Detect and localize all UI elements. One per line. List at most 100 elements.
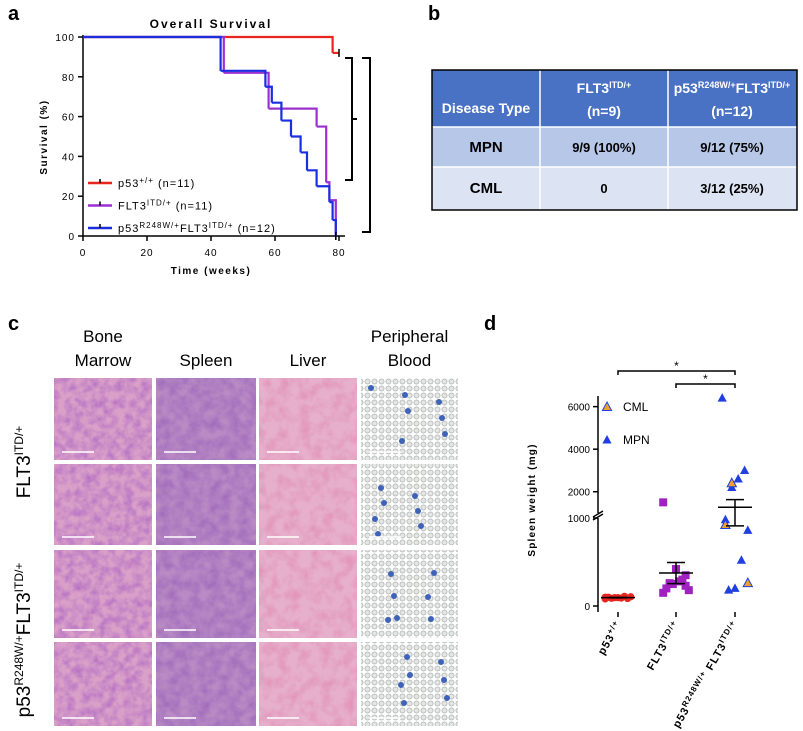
text-run: (n=11): [172, 201, 213, 213]
text-run: FLT3: [14, 455, 35, 498]
text-run: (n=9): [587, 103, 621, 119]
micrograph-texture: [156, 642, 256, 726]
superscript: ITD/+: [12, 563, 26, 593]
superscript: +/+: [605, 618, 620, 635]
text-run: FLT3: [736, 80, 769, 96]
y-tick-label: 40: [62, 152, 75, 163]
blood-cell: [412, 493, 418, 499]
data-point: [602, 435, 612, 444]
significance-bar: [675, 383, 736, 388]
y-tick-label: 6000: [568, 403, 591, 414]
y-tick-label: 80: [62, 73, 75, 84]
panel-label: b: [428, 3, 440, 25]
column-header: Marrow: [75, 351, 132, 370]
table-cell: CML: [470, 180, 503, 197]
superscript: R248W/+: [139, 221, 180, 230]
significance-label: *: [674, 359, 679, 373]
column-header: Spleen: [180, 351, 233, 370]
superscript: ITD/+: [12, 426, 26, 456]
blood-cell: [425, 594, 431, 600]
column-header: Bone: [83, 327, 123, 346]
x-tick-label: FLT3ITD/+: [643, 618, 683, 672]
y-tick-label: 1000: [568, 514, 591, 525]
blood-cell: [415, 508, 421, 514]
blood-cell: [431, 570, 437, 576]
blood-cell: [375, 531, 381, 537]
text-run: FLT3: [702, 641, 729, 676]
blood-cell: [391, 593, 397, 599]
y-axis-label: Survival (%): [39, 99, 50, 174]
micrograph-texture: [259, 642, 357, 726]
x-tick-label: 20: [140, 248, 153, 259]
survival-step: [329, 201, 334, 221]
micrograph: [361, 550, 458, 638]
blood-cell: [385, 617, 391, 623]
micrograph-texture: [156, 378, 256, 460]
survival-step: [316, 125, 328, 183]
micrograph-texture: [54, 464, 152, 545]
x-axis-label: Time (weeks): [171, 266, 252, 277]
legend-label: FLT3ITD/+ (n=11): [118, 198, 213, 213]
superscript: ITD/+: [147, 198, 172, 207]
y-axis-label: Spleen weight (mg): [527, 443, 538, 556]
table-cell: MPN: [469, 139, 502, 156]
text-run: (n=11): [154, 178, 195, 190]
panel-label: a: [8, 3, 20, 25]
data-point: [678, 575, 687, 584]
header-row: [432, 70, 797, 127]
micrograph-texture: [156, 464, 256, 545]
survival-step: [316, 185, 331, 203]
table-cell: 9/12 (75%): [700, 140, 764, 155]
survival-step: [223, 71, 270, 109]
survival-step: [83, 35, 225, 73]
blood-cell: [438, 659, 444, 665]
survival-step: [307, 169, 318, 187]
blood-cell: [444, 695, 450, 701]
data-point: [717, 393, 727, 402]
data-point: [659, 588, 668, 597]
survival-step: [300, 151, 309, 171]
blood-cell: [401, 700, 407, 706]
histology-grid: [54, 378, 458, 726]
header-cell: (n=12): [711, 103, 753, 119]
table-cell: 9/9 (100%): [572, 140, 636, 155]
survival-step: [332, 218, 337, 236]
text-run: FLT3: [180, 223, 209, 235]
table-border: [431, 69, 798, 211]
blood-cell: [442, 431, 448, 437]
row: [432, 127, 797, 167]
table-cell: 3/12 (25%): [700, 181, 764, 196]
survival-step: [220, 69, 267, 87]
micrograph-texture: [54, 642, 152, 726]
y-tick-label: 60: [62, 113, 75, 124]
blood-cell: [394, 615, 400, 621]
superscript: ITD/+: [209, 221, 234, 230]
data-point: [730, 583, 740, 592]
blood-cell: [404, 654, 410, 660]
table-cell: 0: [600, 181, 607, 196]
data-point: [742, 577, 754, 588]
text-run: FLT3: [645, 641, 670, 673]
chart-title: Overall Survival: [150, 17, 273, 31]
x-tick-label: p53R248W/+ FLT3ITD/+: [669, 618, 742, 730]
data-point: [740, 465, 750, 474]
text-run: FLT3: [118, 201, 147, 213]
blood-cell: [398, 682, 404, 688]
error-bar: [667, 561, 685, 585]
header-cell: Disease Type: [442, 100, 531, 116]
header-cell: p53R248W/+FLT3ITD/+: [674, 80, 791, 96]
survival-step: [83, 35, 222, 71]
blood-cell: [372, 516, 378, 522]
bracket: [362, 57, 371, 233]
legend-label: p53+/+ (n=11): [118, 176, 195, 191]
superscript: ITD/+: [658, 618, 678, 644]
x-tick-label: 0: [80, 248, 87, 259]
survival-step: [271, 101, 283, 121]
significance-label: *: [703, 372, 708, 386]
blood-cell: [405, 408, 411, 414]
blood-cell: [388, 571, 394, 577]
survival-step: [291, 135, 302, 153]
micrograph-texture: [54, 550, 152, 638]
x-tick-label: 60: [268, 248, 281, 259]
